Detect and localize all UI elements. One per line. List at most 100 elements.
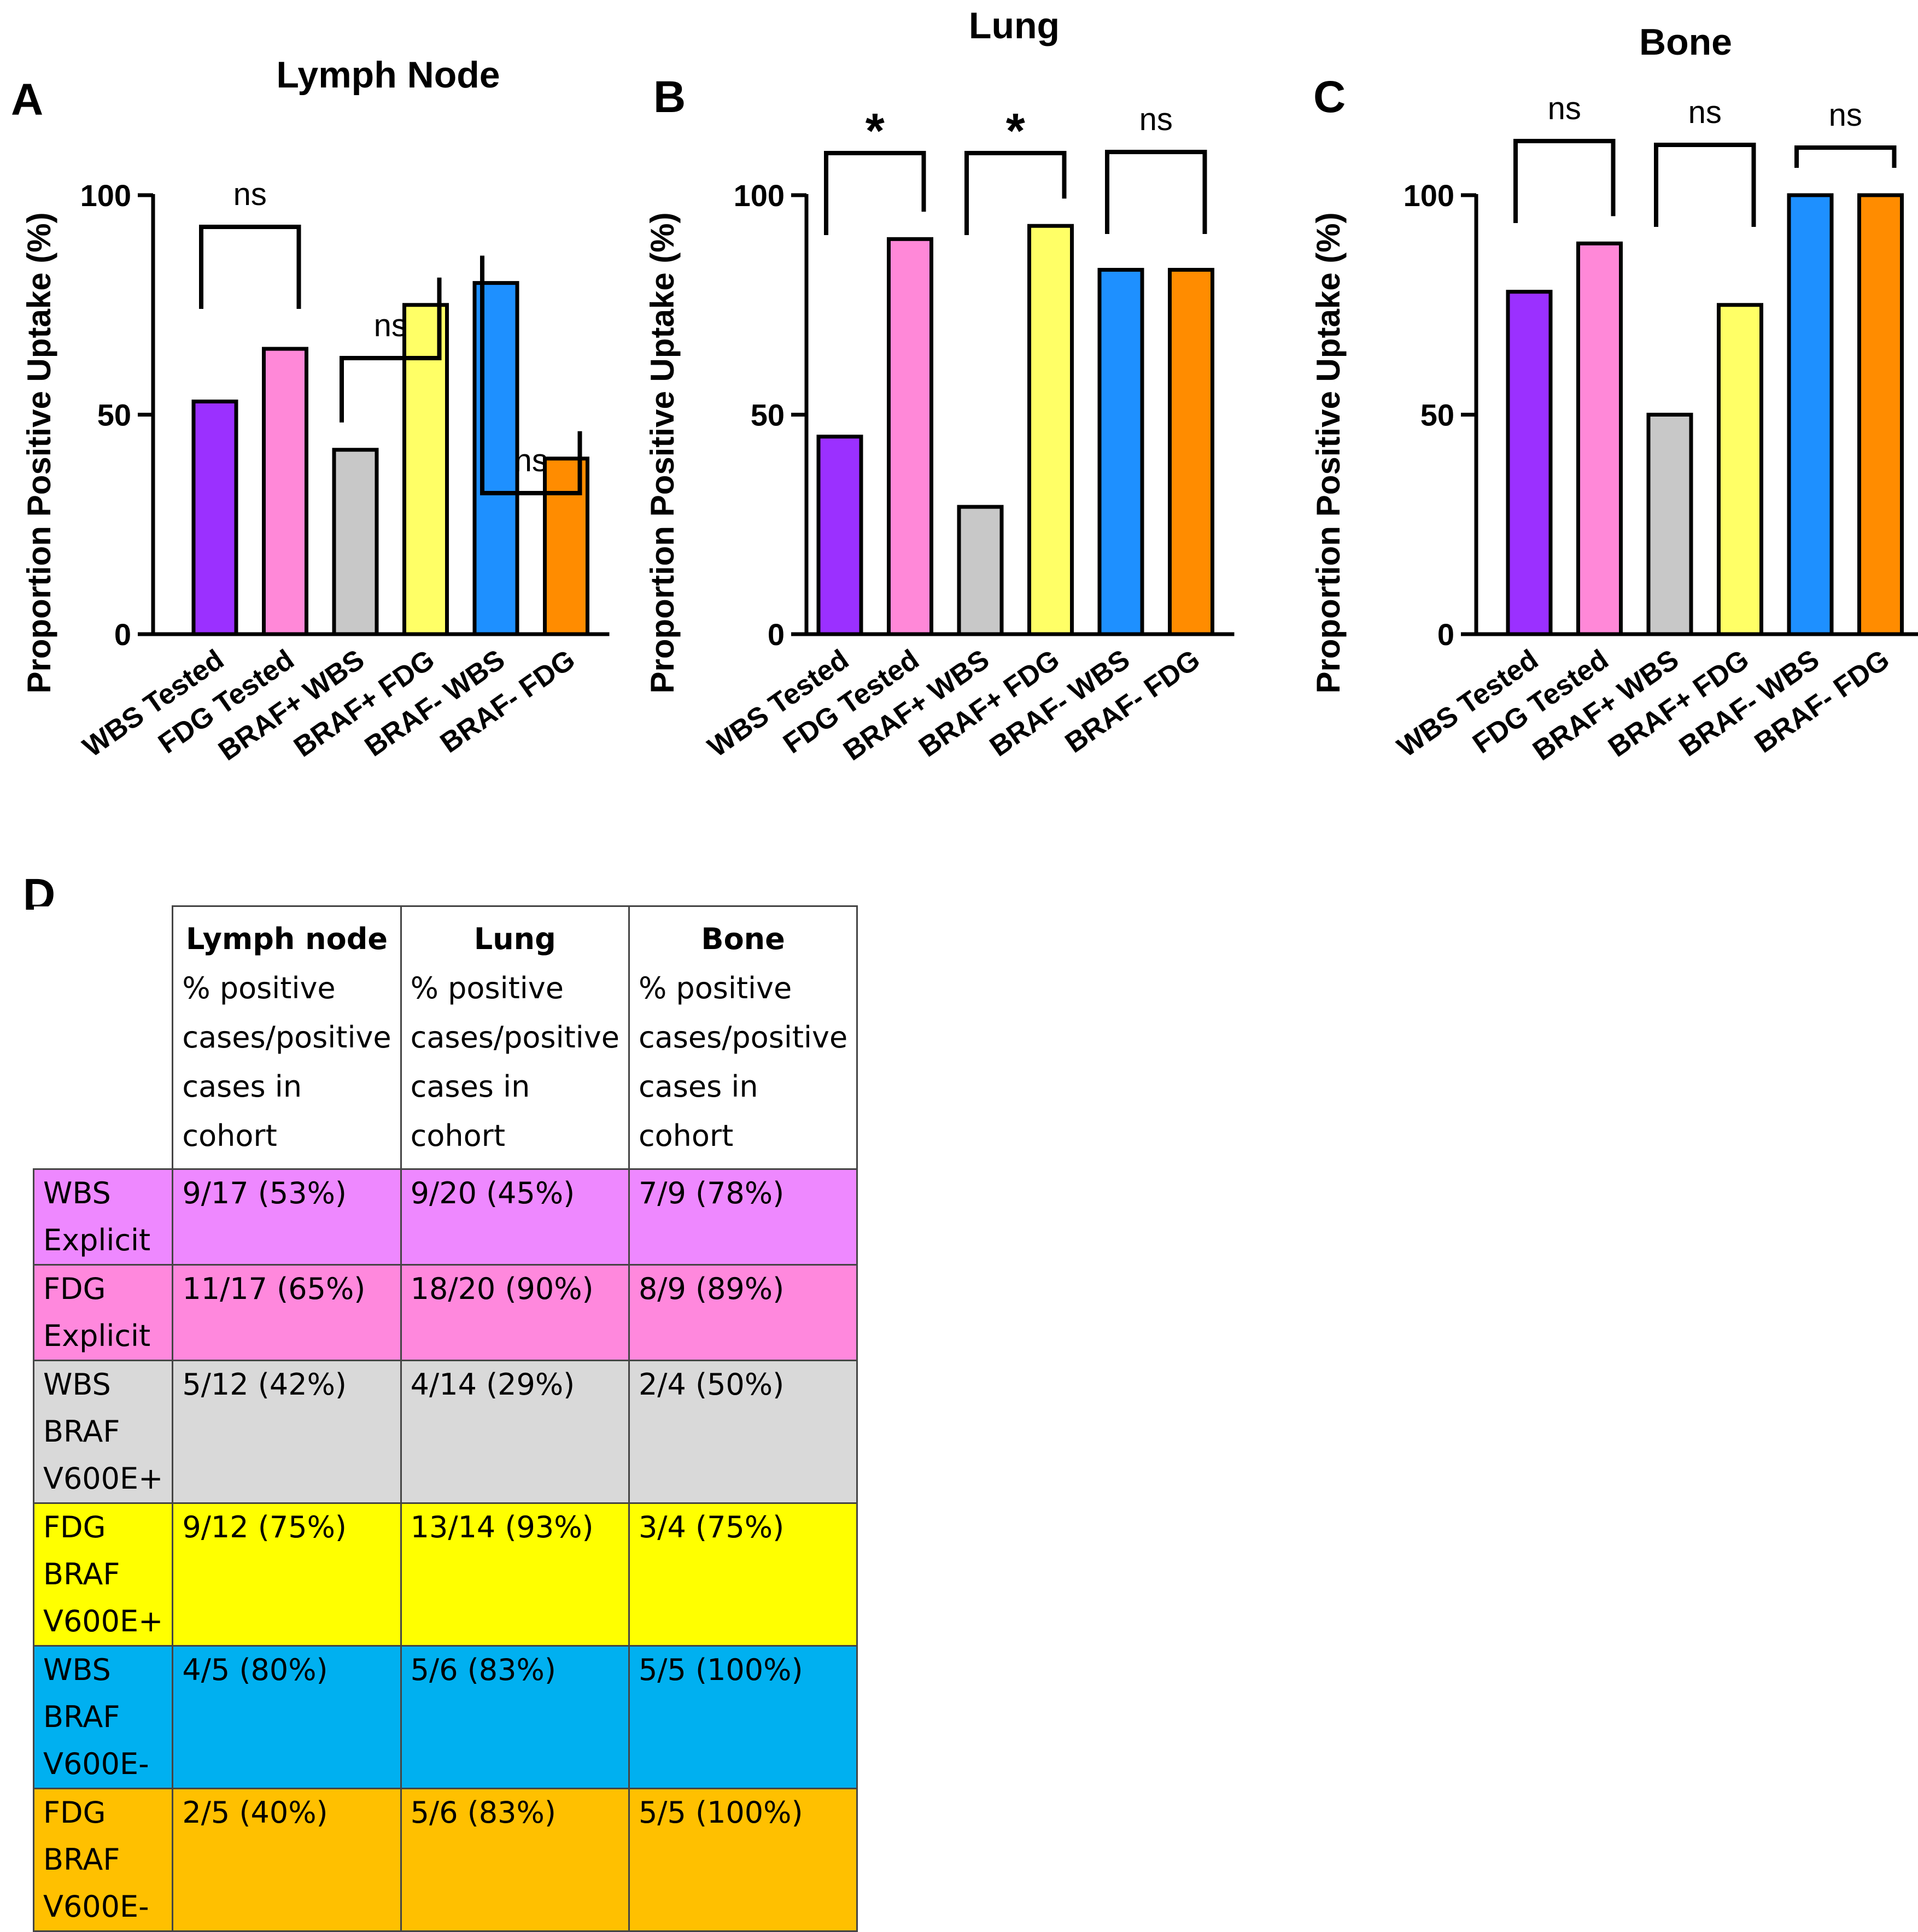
row-label: FDG BRAF V600E- bbox=[32, 1788, 174, 1932]
y-tick-label: 50 bbox=[751, 398, 785, 432]
significance-label: * bbox=[866, 104, 885, 159]
header-title: Lymph node bbox=[186, 922, 388, 956]
table-cell: 5/6 (83%) bbox=[400, 1788, 630, 1932]
significance-label: ns bbox=[514, 443, 548, 478]
chart-panel-b: B Lung Proportion Positive Uptake (%) 0 50 10… bbox=[644, 5, 1235, 767]
table-row: WBS BRAF V600E+ 5/12 (42%) 4/14 (29%) 2/… bbox=[32, 1360, 858, 1504]
significance-label: ns bbox=[1548, 91, 1581, 126]
bar bbox=[1097, 268, 1144, 636]
table-cell: 4/5 (80%) bbox=[172, 1645, 402, 1789]
significance-bracket bbox=[1513, 139, 1616, 223]
table-cell: 11/17 (65%) bbox=[172, 1264, 402, 1361]
bar bbox=[1857, 193, 1904, 636]
significance-bracket bbox=[340, 277, 442, 423]
summary-table: Lymph node % positive cases/positive cas… bbox=[32, 905, 858, 1932]
table-cell: 5/12 (42%) bbox=[172, 1360, 402, 1504]
table-cell: 5/5 (100%) bbox=[628, 1645, 858, 1789]
header-subtitle-line: cases/positive bbox=[638, 1020, 848, 1055]
table-cell: 3/4 (75%) bbox=[628, 1502, 858, 1647]
header-subtitle-line: % positive bbox=[638, 971, 792, 1005]
header-lymph-node: Lymph node % positive cases/positive cas… bbox=[172, 905, 402, 1170]
bar bbox=[1506, 290, 1553, 636]
y-tick-label: 0 bbox=[1437, 617, 1454, 652]
table-cell: 9/12 (75%) bbox=[172, 1502, 402, 1647]
bar bbox=[887, 237, 933, 636]
panel-letter: B bbox=[653, 72, 686, 122]
significance-label: ns bbox=[233, 177, 267, 212]
significance-label: ns bbox=[1139, 102, 1173, 137]
y-tick-label: 100 bbox=[734, 178, 785, 213]
table-row: FDG BRAF V600E+ 9/12 (75%) 13/14 (93%) 3… bbox=[32, 1502, 858, 1647]
bar bbox=[957, 505, 1004, 636]
significance-bracket bbox=[1654, 143, 1756, 227]
significance-label: ns bbox=[1688, 95, 1722, 130]
table-cell: 5/6 (83%) bbox=[400, 1645, 630, 1789]
significance-bracket bbox=[1105, 150, 1207, 234]
header-lung: Lung % positive cases/positive cases in … bbox=[400, 905, 630, 1170]
row-label: FDG Explicit bbox=[32, 1264, 174, 1361]
y-tick-label: 0 bbox=[114, 617, 131, 652]
header-bone: Bone % positive cases/positive cases in … bbox=[628, 905, 858, 1170]
table-cell: 8/9 (89%) bbox=[628, 1264, 858, 1361]
table-header-row: Lymph node % positive cases/positive cas… bbox=[33, 905, 858, 1170]
table-cell: 18/20 (90%) bbox=[400, 1264, 630, 1361]
y-tick-label: 100 bbox=[80, 178, 131, 213]
table-cell: 2/4 (50%) bbox=[628, 1360, 858, 1504]
table-cell: 5/5 (100%) bbox=[628, 1788, 858, 1932]
y-tick-label: 0 bbox=[768, 617, 785, 652]
bar bbox=[262, 347, 308, 636]
header-subtitle-line: cases in cohort bbox=[410, 1069, 530, 1153]
header-subtitle-line: % positive bbox=[182, 971, 336, 1005]
table-row: WBS BRAF V600E- 4/5 (80%) 5/6 (83%) 5/5 … bbox=[32, 1645, 858, 1789]
bar-charts-figure: A Lymph Node Proportion Positive Uptake (%… bbox=[11, 5, 1918, 767]
significance-bracket bbox=[1794, 145, 1897, 168]
header-subtitle-line: % positive bbox=[410, 971, 564, 1005]
bar bbox=[1646, 413, 1693, 636]
table-cell: 2/5 (40%) bbox=[172, 1788, 402, 1932]
header-subtitle-line: cases in cohort bbox=[638, 1069, 758, 1153]
chart-panel-a: A Lymph Node Proportion Positive Uptake (%… bbox=[11, 54, 610, 767]
table-cell: 4/14 (29%) bbox=[400, 1360, 630, 1504]
row-label: FDG BRAF V600E+ bbox=[32, 1502, 174, 1647]
header-subtitle-line: cases in cohort bbox=[182, 1069, 302, 1153]
chart-title: Lymph Node bbox=[276, 54, 500, 96]
row-label: WBS BRAF V600E+ bbox=[32, 1360, 174, 1504]
bar bbox=[191, 399, 238, 636]
y-axis-label: Proportion Positive Uptake (%) bbox=[21, 212, 57, 693]
significance-label: * bbox=[1006, 104, 1025, 159]
header-title: Lung bbox=[473, 922, 556, 956]
y-axis-label: Proportion Positive Uptake (%) bbox=[1310, 212, 1347, 693]
bar bbox=[816, 435, 863, 636]
table-cell: 13/14 (93%) bbox=[400, 1502, 630, 1647]
panel-letter: A bbox=[11, 75, 43, 125]
table-corner-cell bbox=[33, 906, 174, 1170]
significance-bracket bbox=[480, 255, 582, 495]
chart-title: Lung bbox=[969, 5, 1060, 46]
bar bbox=[1027, 224, 1074, 636]
significance-label: ns bbox=[1829, 97, 1862, 133]
row-label: WBS Explicit bbox=[32, 1168, 174, 1266]
bar bbox=[1168, 268, 1214, 636]
chart-panel-c: C Bone Proportion Positive Uptake (%) 0 50 10… bbox=[1310, 21, 1918, 767]
panel-letter: C bbox=[1313, 72, 1346, 122]
table-row: FDG Explicit 11/17 (65%) 18/20 (90%) 8/9… bbox=[32, 1264, 858, 1361]
header-subtitle-line: cases/positive bbox=[182, 1020, 391, 1055]
significance-bracket bbox=[964, 151, 1067, 235]
y-tick-label: 50 bbox=[97, 398, 131, 432]
row-label: WBS BRAF V600E- bbox=[32, 1645, 174, 1789]
header-subtitle-line: cases/positive bbox=[410, 1020, 619, 1055]
y-tick-label: 50 bbox=[1420, 398, 1454, 432]
significance-bracket bbox=[199, 225, 301, 309]
table-cell: 7/9 (78%) bbox=[628, 1168, 858, 1266]
chart-title: Bone bbox=[1639, 21, 1732, 63]
bar bbox=[1717, 303, 1763, 636]
significance-label: ns bbox=[374, 308, 407, 343]
table-cell: 9/17 (53%) bbox=[172, 1168, 402, 1266]
header-title: Bone bbox=[701, 922, 785, 956]
bar bbox=[1576, 241, 1623, 636]
bar bbox=[1787, 193, 1834, 636]
table-cell: 9/20 (45%) bbox=[400, 1168, 630, 1266]
significance-bracket bbox=[824, 151, 926, 235]
y-tick-label: 100 bbox=[1404, 178, 1454, 213]
table-row: FDG BRAF V600E- 2/5 (40%) 5/6 (83%) 5/5 … bbox=[32, 1788, 858, 1932]
